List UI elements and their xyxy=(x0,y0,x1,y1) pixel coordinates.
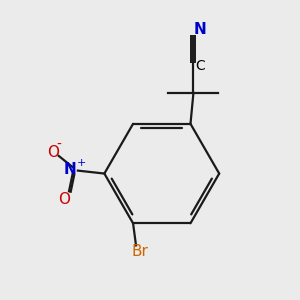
Text: O: O xyxy=(58,192,70,207)
Text: -: - xyxy=(57,138,62,152)
Text: +: + xyxy=(76,158,86,168)
Text: Br: Br xyxy=(131,244,148,259)
Text: N: N xyxy=(64,162,76,177)
Text: C: C xyxy=(195,59,205,74)
Text: N: N xyxy=(194,22,206,37)
Text: O: O xyxy=(47,145,59,160)
